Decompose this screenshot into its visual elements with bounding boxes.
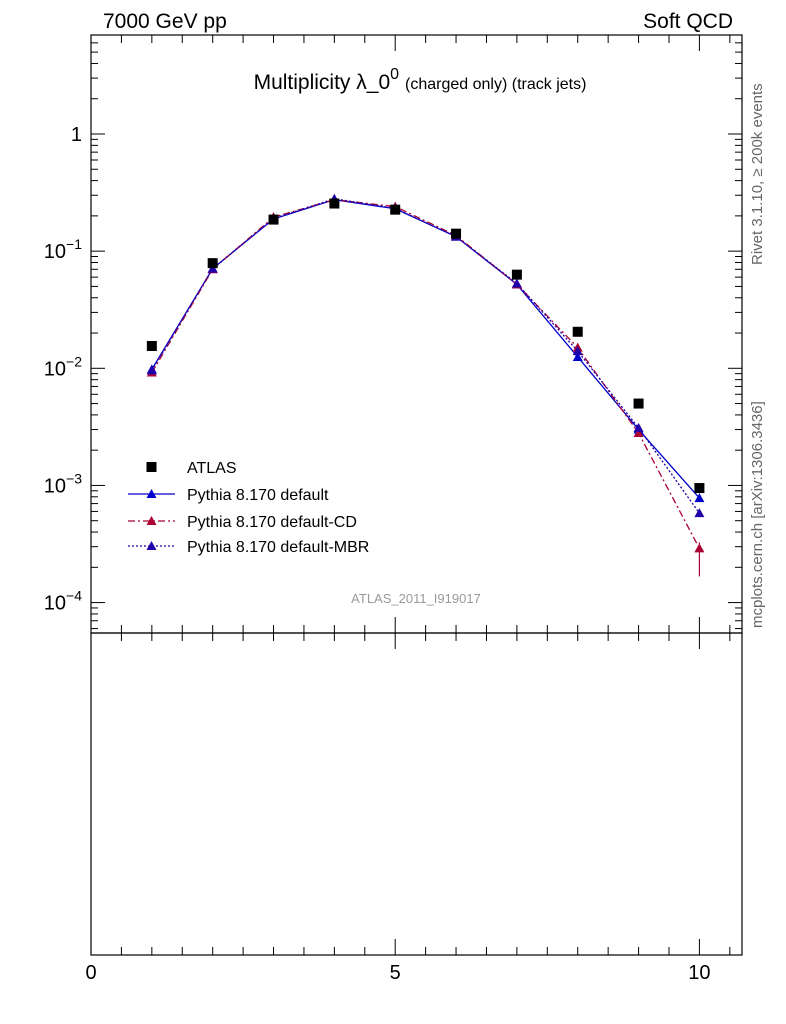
y-tick-label: 10−1	[44, 236, 82, 263]
legend-label: ATLAS	[187, 460, 237, 477]
y-tick-labels: 1 10−1 10−2 10−3 10−4	[44, 124, 82, 615]
mc-point	[694, 493, 705, 503]
legend-marker	[146, 516, 157, 525]
chart-title: Multiplicity λ_00 (charged only) (track j…	[254, 66, 587, 94]
legend-marker	[146, 489, 157, 498]
mcplots-label: mcplots.cern.ch [arXiv:1306.3436]	[749, 401, 766, 628]
atlas-data-point	[694, 483, 705, 494]
legend-label: Pythia 8.170 default-CD	[187, 514, 357, 531]
x-tick-label: 0	[85, 962, 96, 984]
x-tick-label: 5	[390, 962, 401, 984]
rivet-version-label: Rivet 3.1.10, ≥ 200k events	[749, 83, 766, 265]
atlas-data-point	[146, 340, 157, 351]
y-tick-label: 10−4	[44, 588, 82, 615]
header-energy-label: 7000 GeV pp	[103, 10, 227, 33]
atlas-data-point	[268, 214, 279, 225]
atlas-data-point	[633, 398, 644, 409]
chart-title-main: Multiplicity λ_0	[254, 71, 391, 94]
x-tick-labels: 0 5 10	[85, 962, 710, 984]
legend-label: Pythia 8.170 default	[187, 487, 329, 504]
mc-point	[633, 428, 644, 438]
atlas-data-point	[511, 269, 522, 280]
chart-title-subtitle: (charged only) (track jets)	[405, 76, 586, 93]
series-line	[151, 199, 700, 499]
legend-marker	[146, 541, 157, 550]
atlas-data-point	[207, 258, 218, 269]
y-tick-label: 10−3	[44, 470, 82, 497]
mc-point	[572, 351, 583, 361]
series-line	[151, 199, 700, 549]
lower-panel-frame	[90, 632, 743, 956]
analysis-id-label: ATLAS_2011_I919017	[351, 591, 481, 606]
atlas-data-point	[572, 326, 583, 337]
legend-label: Pythia 8.170 default-MBR	[187, 539, 369, 556]
mc-point	[511, 278, 522, 288]
mc-point	[694, 508, 705, 518]
axis-ticks	[90, 34, 742, 955]
y-tick-label: 1	[71, 124, 82, 146]
atlas-data-point	[451, 228, 462, 239]
mc-point	[633, 422, 644, 432]
series-markers	[146, 193, 705, 553]
header-category-label: Soft QCD	[643, 10, 733, 33]
atlas-data-point	[329, 198, 340, 209]
x-tick-label: 10	[688, 962, 710, 984]
y-tick-label: 10−2	[44, 353, 82, 380]
chart-title-superscript: 0	[390, 66, 399, 83]
atlas-data-point	[390, 204, 401, 215]
legend: ATLAS Pythia 8.170 default Pythia 8.170 de…	[128, 460, 369, 556]
legend-marker-atlas	[146, 462, 157, 472]
mc-point	[572, 346, 583, 356]
mc-point	[146, 365, 157, 375]
mc-point	[694, 543, 705, 553]
series-line	[151, 198, 700, 514]
